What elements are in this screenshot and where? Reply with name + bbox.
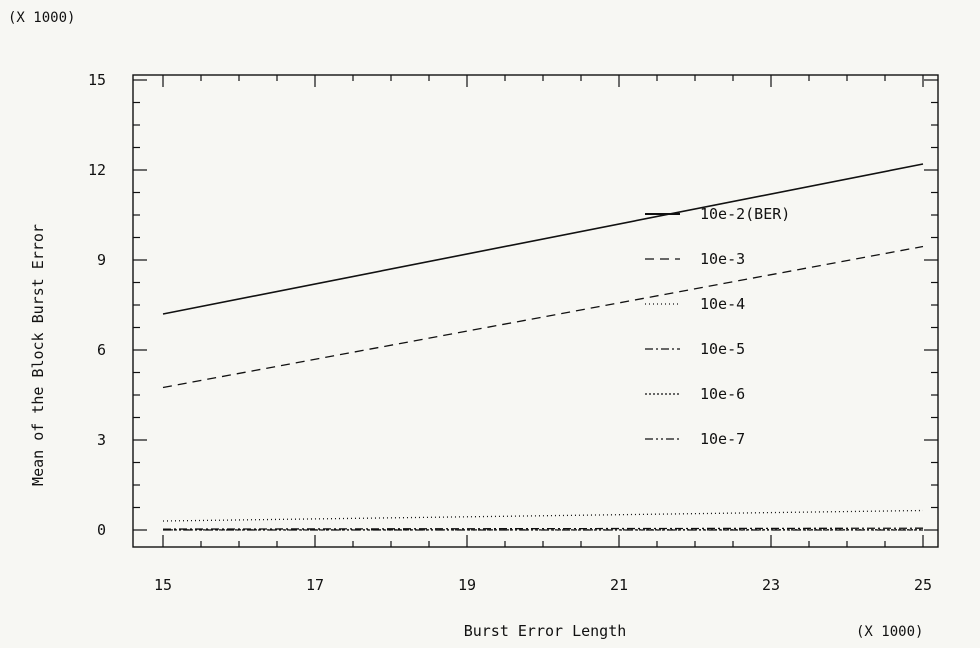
series-line-2 (163, 247, 923, 388)
x-tick-label: 25 (914, 576, 932, 594)
y-axis-label: Mean of the Block Burst Error (29, 224, 47, 486)
x-tick-label: 23 (762, 576, 780, 594)
y-axis-multiplier-label: (X 1000) (8, 10, 75, 26)
y-tick-label: 12 (88, 161, 106, 179)
x-tick-label: 15 (154, 576, 172, 594)
y-tick-label: 9 (97, 251, 106, 269)
series-line-1 (163, 164, 923, 314)
x-tick-label: 21 (610, 576, 628, 594)
legend-label-2: 10e-3 (700, 250, 745, 268)
legend-label-1: 10e-2(BER) (700, 205, 790, 223)
x-axis-multiplier-label: (X 1000) (856, 624, 923, 640)
series-line-3 (163, 511, 923, 522)
y-tick-label: 3 (97, 431, 106, 449)
legend-label-5: 10e-6 (700, 385, 745, 403)
y-tick-label: 6 (97, 341, 106, 359)
x-tick-label: 19 (458, 576, 476, 594)
y-tick-label: 15 (88, 71, 106, 89)
legend-label-6: 10e-7 (700, 430, 745, 448)
y-tick-label: 0 (97, 521, 106, 539)
legend-label-4: 10e-5 (700, 340, 745, 358)
legend-label-3: 10e-4 (700, 295, 745, 313)
x-axis-label: Burst Error Length (464, 622, 627, 640)
series-line-4 (163, 528, 923, 529)
plot-frame (133, 75, 938, 547)
x-tick-label: 17 (306, 576, 324, 594)
